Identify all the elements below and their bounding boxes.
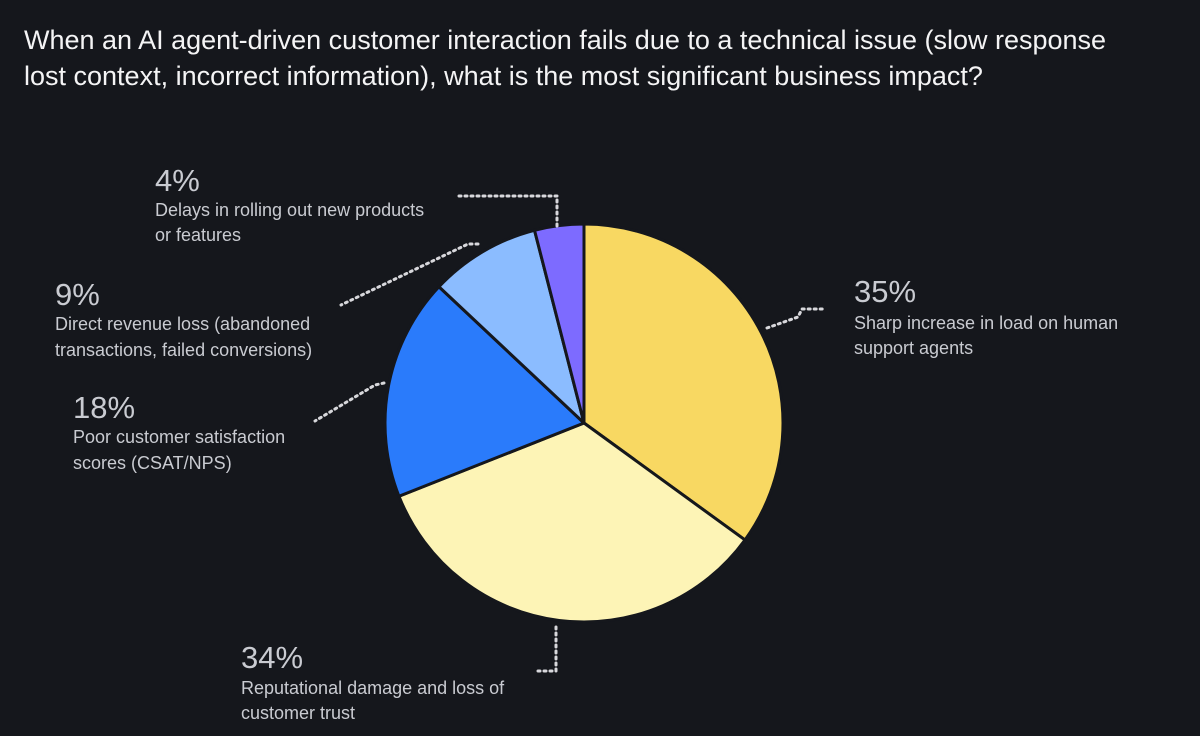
leader-line-4 (339, 242, 480, 307)
slice-category-label-3-line-1: Poor customer satisfaction (73, 427, 285, 447)
chart-title-line-1: When an AI agent-driven customer interac… (24, 25, 1107, 55)
slice-category-label-2-line-2: customer trust (241, 703, 355, 723)
slice-percent-label-2: 34% (241, 640, 303, 675)
pie-slices (383, 222, 785, 624)
pie-slice-1 (582, 222, 785, 542)
leader-line-5 (453, 194, 559, 228)
leader-line-3 (313, 381, 386, 423)
pie-slice-4 (437, 228, 586, 425)
slice-category-label-1-line-2: support agents (854, 338, 973, 358)
slice-category-label-4-line-1: Direct revenue loss (abandoned (55, 314, 310, 334)
leader-line-1 (765, 307, 827, 330)
slice-category-label-2-line-1: Reputational damage and loss of (241, 678, 505, 698)
leader-line-2 (532, 625, 558, 673)
slice-labels: 35% Sharp increase in load on human suppor… (55, 163, 1118, 723)
pie-slice-5 (533, 222, 586, 425)
slice-percent-label-3: 18% (73, 390, 135, 425)
slice-percent-label-1: 35% (854, 274, 916, 309)
pie-slice-2 (397, 421, 747, 624)
slice-category-label-3-line-2: scores (CSAT/NPS) (73, 453, 232, 473)
slice-category-label-4-line-2: transactions, failed conversions) (55, 340, 312, 360)
slice-category-label-5-line-1: Delays in rolling out new products (155, 200, 424, 220)
slice-category-label-1-line-1: Sharp increase in load on human (854, 313, 1118, 333)
slice-percent-label-4: 9% (55, 277, 100, 312)
pie-slice-3 (383, 285, 586, 498)
slice-percent-label-5: 4% (155, 163, 200, 198)
chart-title-line-2: lost context, incorrect information), wh… (24, 61, 983, 91)
leader-lines (313, 194, 827, 673)
slice-category-label-5-line-2: or features (155, 225, 241, 245)
chart-title: When an AI agent-driven customer interac… (24, 22, 1200, 94)
